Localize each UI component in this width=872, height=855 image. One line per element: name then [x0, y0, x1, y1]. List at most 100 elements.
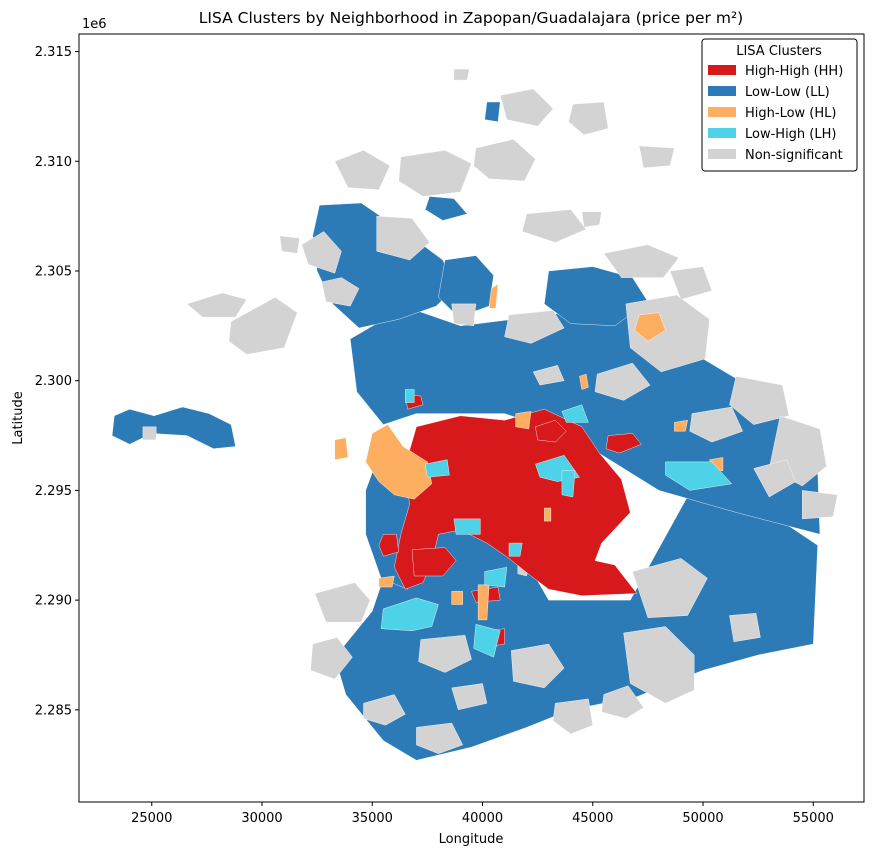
- region-ns-38: [510, 643, 565, 689]
- region-lh-80: [473, 624, 501, 658]
- y-tick-label: 2.290: [35, 594, 72, 609]
- legend-swatch-lh: [708, 128, 736, 138]
- region-lh-85: [508, 542, 523, 557]
- legend-label-ll: Low-Low (LL): [745, 85, 830, 100]
- x-axis-label: Longitude: [439, 832, 504, 847]
- legend-swatch-ns: [708, 149, 736, 159]
- region-ns-49: [532, 365, 565, 386]
- region-ns-27: [603, 244, 680, 278]
- x-tick-label: 35000: [352, 811, 393, 826]
- region-ns-45: [363, 694, 406, 726]
- region-ll-8: [484, 101, 501, 123]
- y-tick-label: 2.315: [35, 45, 72, 60]
- region-hh-61: [605, 433, 642, 454]
- region-ns-12: [228, 297, 298, 355]
- y-tick-label: 2.300: [35, 374, 72, 389]
- region-ns-15: [334, 150, 391, 191]
- region-ns-13: [279, 235, 300, 254]
- region-hh-56: [394, 408, 638, 596]
- region-lh-76: [665, 461, 733, 491]
- region-ns-26: [504, 310, 565, 344]
- legend-box: [701, 38, 858, 172]
- region-ns-19: [568, 101, 609, 136]
- region-hh-58: [411, 547, 457, 577]
- y-tick-label: 2.285: [35, 703, 72, 718]
- region-hl-73: [378, 575, 395, 588]
- y-tick-label: 2.310: [35, 155, 72, 170]
- y-offset-text: 1e6: [82, 17, 107, 32]
- region-ns-23: [453, 68, 470, 81]
- region-lh-83: [484, 566, 508, 588]
- y-axis-label: Latitude: [11, 391, 26, 445]
- region-ns-10: [301, 231, 342, 274]
- x-tick-label: 25000: [131, 811, 172, 826]
- region-lh-82: [453, 518, 481, 535]
- y-tick-label: 2.295: [35, 484, 72, 499]
- region-ns-22: [581, 211, 602, 228]
- region-ns-21: [521, 209, 587, 243]
- region-lh-78: [561, 404, 589, 423]
- region-ll-7: [424, 196, 468, 221]
- region-ns-25: [451, 303, 477, 327]
- x-tick-label: 50000: [682, 811, 723, 826]
- region-lh-79: [424, 459, 450, 478]
- region-ns-30: [729, 376, 790, 425]
- region-ns-11: [376, 215, 430, 261]
- legend-label-hl: High-Low (HL): [745, 106, 836, 121]
- region-ll-4: [438, 255, 494, 318]
- region-ns-44: [416, 722, 463, 754]
- region-ns-41: [310, 637, 353, 680]
- legend-label-lh: Low-High (LH): [745, 127, 836, 142]
- region-ns-37: [753, 459, 796, 498]
- region-hl-74: [544, 507, 552, 522]
- region-ns-32: [802, 490, 838, 520]
- chart-title: LISA Clusters by Neighborhood in Zapopan…: [199, 9, 743, 27]
- legend: LISA Clusters High-High (HH) Low-Low (LL)…: [701, 38, 858, 172]
- region-hh-62: [535, 419, 567, 443]
- region-ns-17: [473, 139, 536, 182]
- region-hl-63: [365, 424, 433, 500]
- region-hl-68: [579, 373, 589, 390]
- y-axis-ticks: 2.285 2.290 2.295 2.300 2.305 2.310 2.315: [35, 45, 79, 718]
- region-ns-28: [669, 266, 713, 300]
- region-hh-57: [378, 534, 399, 557]
- legend-swatch-ll: [708, 86, 736, 96]
- x-tick-label: 30000: [241, 811, 282, 826]
- legend-label-hh: High-High (HH): [745, 64, 843, 79]
- x-tick-label: 40000: [462, 811, 503, 826]
- y-tick-label: 2.305: [35, 264, 72, 279]
- x-tick-label: 55000: [793, 811, 834, 826]
- region-ns-50: [142, 426, 157, 441]
- region-ll-6: [111, 406, 236, 449]
- x-tick-label: 45000: [572, 811, 613, 826]
- legend-title: LISA Clusters: [736, 44, 822, 59]
- region-hl-65: [634, 312, 666, 342]
- region-ns-16: [398, 150, 472, 197]
- region-ns-43: [451, 683, 488, 711]
- region-ns-36: [729, 613, 761, 643]
- region-ns-48: [689, 406, 743, 443]
- legend-label-ns: Non-significant: [745, 148, 843, 163]
- region-ns-14: [186, 292, 247, 318]
- region-ns-39: [552, 698, 594, 735]
- region-ns-42: [418, 634, 472, 673]
- region-hl-64: [334, 437, 349, 460]
- region-ns-35: [601, 685, 644, 719]
- region-lh-81: [405, 389, 415, 403]
- x-axis-ticks: 25000 30000 35000 40000 45000 50000 55000: [131, 802, 834, 826]
- region-lh-75: [380, 597, 439, 632]
- region-ns-40: [314, 582, 371, 623]
- region-ns-47: [594, 362, 651, 401]
- region-lh-84: [561, 470, 576, 498]
- region-hl-72: [674, 419, 688, 432]
- region-hl-66: [488, 283, 499, 309]
- legend-entries: High-High (HH) Low-Low (LL) High-Low (HL) L…: [708, 64, 843, 163]
- region-ns-9: [321, 277, 360, 307]
- region-hl-70: [451, 591, 463, 605]
- legend-swatch-hl: [708, 107, 736, 117]
- region-ns-20: [638, 145, 675, 169]
- legend-swatch-hh: [708, 65, 736, 75]
- map-regions: [111, 68, 838, 761]
- region-ns-34: [623, 626, 695, 704]
